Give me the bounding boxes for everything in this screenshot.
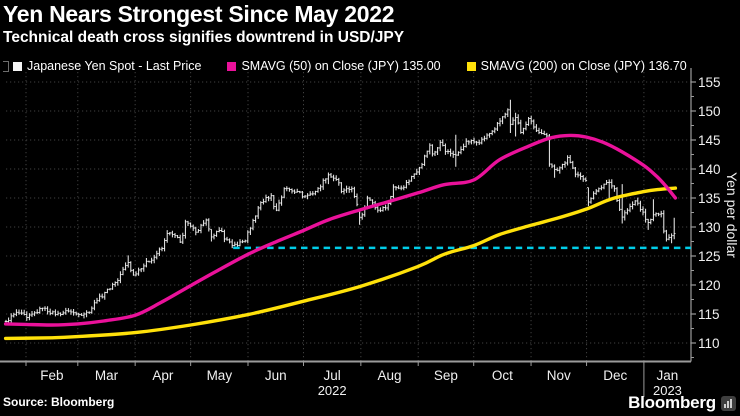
legend-item-smavg200[interactable]: SMAVG (200) on Close (JPY) 136.70 [466,59,687,73]
legend-label-smavg200: SMAVG (200) on Close (JPY) 136.70 [480,59,687,73]
svg-text:135: 135 [698,191,721,206]
smavg200-swatch-icon [466,61,476,71]
bloomberg-brand: Bloomberg [628,393,736,413]
grid-layer [6,72,691,362]
spot-candles-series [4,99,676,324]
axes-layer [0,68,696,397]
svg-text:2023: 2023 [653,383,682,398]
svg-text:Mar: Mar [95,368,119,383]
svg-text:115: 115 [698,307,720,322]
svg-text:150: 150 [698,104,721,119]
legend-label-smavg50: SMAVG (50) on Close (JPY) 135.00 [241,59,441,73]
svg-text:Dec: Dec [603,368,627,383]
svg-text:Oct: Oct [492,368,513,383]
svg-text:Jun: Jun [265,368,287,383]
svg-text:Jan: Jan [657,368,679,383]
svg-text:145: 145 [698,133,721,148]
legend-label-spot: Japanese Yen Spot - Last Price [27,59,202,73]
svg-text:120: 120 [698,278,721,293]
svg-text:Jul: Jul [324,368,341,383]
legend-item-smavg50[interactable]: SMAVG (50) on Close (JPY) 135.00 [227,59,441,73]
svg-text:130: 130 [698,220,721,235]
svg-text:May: May [207,368,233,383]
svg-text:2022: 2022 [318,383,347,398]
axis-labels-layer: 110 115 120 125 130 135 140 145 150 155 Feb Mar Apr M… [40,75,740,398]
moving-average-lines [3,133,678,341]
chart-legend: Japanese Yen Spot - Last Price SMAVG (50… [3,59,713,73]
svg-text:125: 125 [698,249,721,264]
legend-item-spot[interactable]: Japanese Yen Spot - Last Price [13,59,201,73]
smavg50-swatch-icon [227,61,237,71]
chart-title: Yen Nears Strongest Since May 2022 [3,1,395,27]
legend-grip-icon [3,60,9,72]
svg-text:140: 140 [698,162,721,177]
smavg50-line [3,133,678,327]
chart-subtitle: Technical death cross signifies downtren… [3,29,405,46]
smavg200-line [3,186,678,341]
svg-text:Sep: Sep [434,368,458,383]
spot-series-swatch-icon [13,61,22,71]
svg-text:Aug: Aug [378,368,402,383]
svg-text:155: 155 [698,75,721,90]
svg-text:110: 110 [698,336,720,351]
svg-text:Feb: Feb [40,368,63,383]
svg-text:Apr: Apr [152,368,174,383]
bloomberg-logo-icon [721,395,736,411]
svg-text:Nov: Nov [547,368,571,383]
y-axis-title: Yen per dollar [724,172,740,258]
source-label: Source: Bloomberg [3,395,115,409]
bloomberg-wordmark: Bloomberg [628,393,716,412]
